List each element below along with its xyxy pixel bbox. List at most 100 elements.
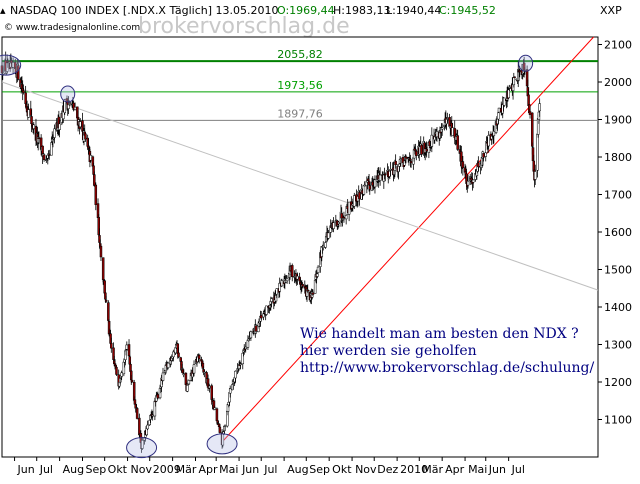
candle-body: [79, 121, 82, 128]
candle-body: [166, 362, 170, 368]
candle-body: [186, 385, 189, 392]
candle-body: [507, 89, 510, 99]
candle-body: [201, 362, 205, 369]
candle-body: [223, 425, 227, 427]
x-tick-label: Nov: [355, 463, 377, 476]
candle-body: [401, 157, 405, 164]
header-chevron-icon: ▴: [0, 4, 6, 17]
candle-body: [435, 131, 439, 138]
candle-body: [68, 102, 72, 104]
candle-body: [497, 112, 500, 120]
highlight-ellipses: [0, 54, 534, 459]
x-tick-label: Jul: [511, 463, 525, 476]
header-high: H:1983,13: [333, 4, 390, 17]
candle-body: [347, 201, 351, 215]
candle-body: [215, 408, 219, 422]
candle-body: [362, 185, 366, 195]
candle-body: [208, 385, 211, 389]
candle-body: [525, 69, 529, 87]
candle-body: [415, 151, 418, 156]
candle-body: [50, 142, 53, 156]
highlight-ellipse: [0, 54, 22, 76]
candle-body: [30, 116, 33, 125]
candle-body: [93, 174, 96, 186]
candle-body: [451, 127, 454, 136]
candle-body: [322, 245, 325, 248]
horizontal-levels: 2055,82 1973,56 1897,76: [2, 48, 598, 121]
candle-body: [141, 440, 144, 449]
y-tick-label: 1800: [604, 151, 632, 164]
candle-body: [124, 349, 128, 351]
candle-body: [296, 275, 299, 280]
candle-body: [192, 364, 196, 374]
candle-body: [239, 363, 242, 366]
candle-body: [48, 154, 51, 156]
x-tick-label: Apr: [198, 463, 218, 476]
y-tick-label: 1400: [604, 301, 632, 314]
candle-body: [247, 338, 250, 341]
candle-body: [259, 315, 263, 319]
promo-link[interactable]: http://www.brokervorschlag.de/schulung/: [300, 360, 594, 376]
candle-body: [172, 351, 175, 358]
candle-body: [332, 222, 335, 229]
x-tick-label: Mär: [176, 463, 197, 476]
plot-frame: [1, 36, 599, 458]
candle-body: [53, 128, 56, 138]
candle-body: [244, 346, 247, 350]
y-tick-label: 1500: [604, 264, 632, 277]
candle-body: [327, 232, 330, 239]
header-close: C:1945,52: [439, 4, 496, 17]
candle-body: [197, 354, 201, 359]
candle-body: [120, 372, 123, 377]
level-label: 1973,56: [277, 79, 323, 92]
candle-body: [32, 124, 36, 129]
header-low: L:1940,44: [386, 4, 441, 17]
level-label: 1897,76: [277, 107, 323, 120]
level-label: 2055,82: [277, 48, 323, 61]
candle-body: [218, 426, 222, 433]
x-tick-label: Okt: [108, 463, 128, 476]
candle-body: [103, 280, 106, 294]
candle-body: [98, 235, 101, 243]
x-tick-label: Mai: [468, 463, 487, 476]
candle-body: [130, 379, 134, 383]
candle-body: [146, 424, 149, 430]
candle-body: [228, 388, 232, 394]
currency-label: XXP: [600, 4, 622, 17]
candle-body: [527, 94, 530, 106]
trendline: [1, 81, 599, 291]
candle-body: [316, 266, 320, 273]
candle-body: [420, 144, 423, 155]
candle-body: [107, 302, 110, 321]
x-tick-label: Apr: [445, 463, 465, 476]
candle-body: [115, 366, 118, 375]
candle-body: [344, 215, 348, 220]
copyright-text: © www.tradesignalonline.com: [4, 23, 140, 33]
candle-body: [210, 385, 213, 400]
candle-body: [389, 169, 392, 171]
x-tick-label: Okt: [332, 463, 352, 476]
candle-body: [324, 242, 327, 248]
header-background: [0, 0, 640, 36]
candle-body: [234, 370, 237, 379]
candle-body: [363, 184, 366, 187]
candle-body: [425, 148, 428, 152]
candle-body: [6, 61, 10, 63]
candle-body: [487, 135, 490, 147]
trendline: [221, 36, 594, 443]
candle-body: [508, 86, 511, 89]
y-tick-label: 2100: [604, 39, 632, 52]
candle-body: [158, 388, 162, 399]
candle-body: [249, 331, 253, 339]
candle-body: [285, 278, 289, 282]
candle-body: [513, 76, 516, 79]
candle-body: [373, 179, 377, 188]
x-tick-label: Jul: [263, 463, 277, 476]
candle-body: [466, 180, 470, 186]
y-tick-label: 1100: [604, 414, 632, 427]
x-tick-label: Sep: [86, 463, 107, 476]
candle-body: [24, 92, 27, 104]
candle-body: [84, 133, 87, 140]
candle-body: [409, 158, 412, 161]
